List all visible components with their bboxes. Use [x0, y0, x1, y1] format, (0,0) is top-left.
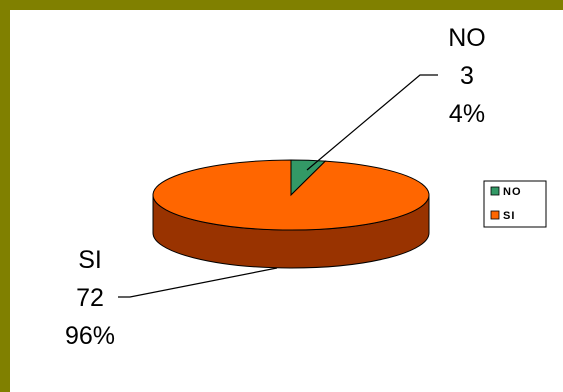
leader-line-no [306, 74, 438, 171]
legend-swatch-no [490, 186, 500, 196]
data-label-no-name: NO [448, 24, 486, 52]
data-label-no-percent: 4% [449, 100, 485, 128]
legend: NO SI [483, 180, 547, 228]
pie-slice-si [152, 159, 430, 231]
legend-swatch-si [490, 210, 500, 220]
data-label-si-name: SI [78, 246, 102, 274]
data-label-si-percent: 96% [65, 322, 115, 350]
legend-label-si: SI [503, 210, 515, 222]
leader-line-si [118, 267, 278, 298]
legend-label-no: NO [503, 186, 522, 198]
data-label-no-value: 3 [460, 62, 474, 90]
data-label-si-value: 72 [76, 284, 104, 312]
